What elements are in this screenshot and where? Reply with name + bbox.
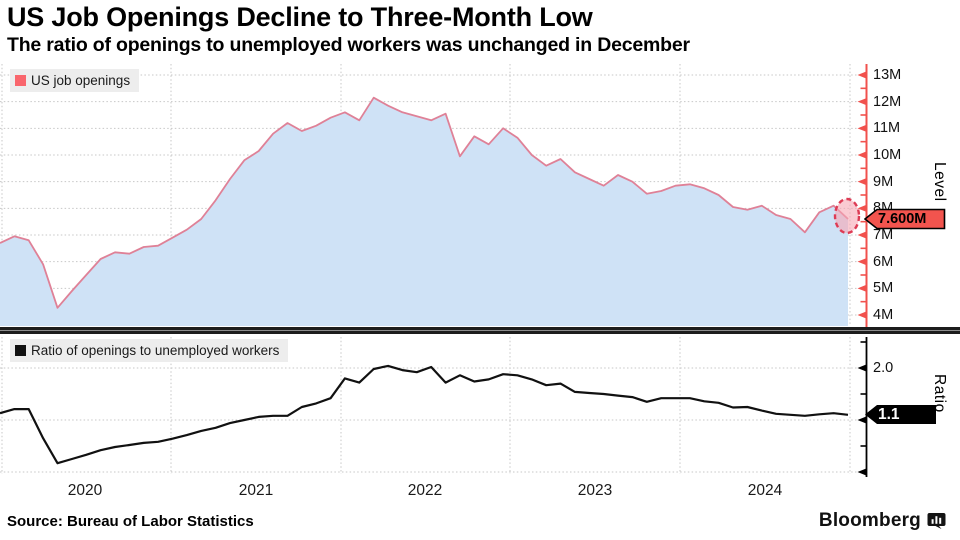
level-axis-tick — [857, 178, 867, 186]
page-subtitle: The ratio of openings to unemployed work… — [7, 34, 690, 56]
bloomberg-chart-bubble-icon — [927, 513, 946, 529]
page-title: US Job Openings Decline to Three-Month L… — [7, 2, 593, 32]
year-label-2022: 2022 — [407, 482, 443, 499]
level-tick-label: 5M — [873, 280, 894, 297]
ratio-tick-label: 2.0 — [873, 360, 894, 376]
legend-swatch-red-icon — [15, 75, 26, 86]
ratio-axis-tick — [857, 416, 867, 424]
level-axis-tick — [857, 98, 867, 106]
level-axis-tick — [857, 258, 867, 266]
bloomberg-logo: Bloomberg — [819, 510, 946, 532]
level-axis-tick — [857, 204, 867, 212]
level-tick-label: 10M — [873, 147, 902, 163]
ratio-axis-caption: Ratio — [931, 374, 948, 413]
level-value-badge-label: 7.600M — [878, 211, 927, 227]
year-label-2021: 2021 — [238, 482, 274, 499]
ratio-axis-tick — [857, 364, 867, 372]
level-tick-label: 12M — [873, 93, 902, 110]
level-axis-tick — [857, 231, 867, 239]
legend-label-openings: US job openings — [31, 73, 131, 88]
legend-label-ratio: Ratio of openings to unemployed workers — [31, 343, 280, 358]
bloomberg-wordmark: Bloomberg — [818, 510, 921, 531]
level-axis-tick — [857, 71, 867, 79]
ratio-value-badge-label: 1.1 — [878, 405, 900, 423]
level-axis-tick — [857, 284, 867, 292]
ratio-value-badge: 1.1 — [864, 403, 937, 426]
panel-divider — [0, 327, 960, 334]
ratio-line — [0, 364, 849, 465]
source-note: Source: Bureau of Labor Statistics — [7, 513, 254, 530]
year-label-2020: 2020 — [67, 482, 103, 499]
legend-us-job-openings: US job openings — [10, 69, 140, 92]
level-axis-tick — [857, 151, 867, 159]
level-axis-tick — [857, 311, 867, 319]
level-tick-label: 9M — [873, 173, 894, 190]
level-tick-label: 13M — [873, 67, 902, 83]
last-point-highlight-circle — [833, 197, 861, 235]
legend-ratio: Ratio of openings to unemployed workers — [10, 339, 289, 362]
year-label-2024: 2024 — [747, 482, 783, 499]
openings-line — [0, 96, 849, 309]
level-tick-label: 4M — [873, 307, 894, 323]
level-tick-label: 11M — [873, 120, 901, 137]
level-value-badge: 7.600M — [863, 208, 946, 230]
level-tick-label: 7M — [873, 227, 894, 243]
level-axis-tick — [857, 124, 867, 132]
openings-area-series — [0, 97, 848, 326]
level-tick-label: 6M — [873, 253, 894, 270]
year-label-2023: 2023 — [577, 482, 613, 499]
ratio-axis-tick — [857, 468, 867, 476]
legend-swatch-black-icon — [15, 345, 26, 356]
level-axis-caption: Level — [931, 162, 948, 202]
